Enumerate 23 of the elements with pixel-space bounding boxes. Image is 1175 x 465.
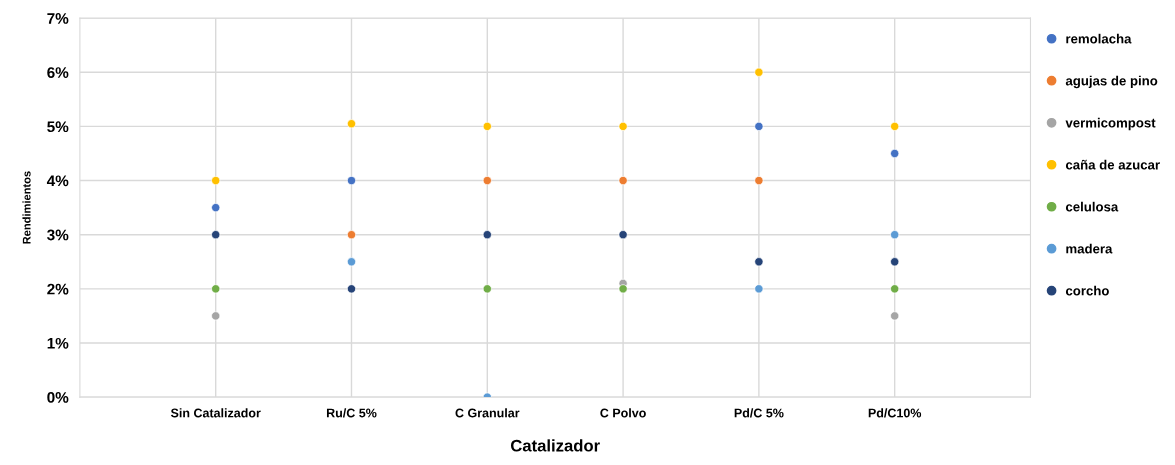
y-tick-label: 3% xyxy=(47,229,69,241)
y-tick-label: 4% xyxy=(46,175,69,187)
y-tick-label: 1% xyxy=(47,337,69,349)
x-tick-label: Pd/C 5% xyxy=(734,408,784,418)
legend-label: vermicompost xyxy=(1065,117,1156,131)
x-tick-label: Ru/C 5% xyxy=(326,408,377,418)
legend-label: madera xyxy=(1066,243,1113,254)
x-tick-label: Sin Catalizador xyxy=(170,408,261,418)
x-tick-label: Pd/C10% xyxy=(868,408,922,418)
legend-label: caña de azucar xyxy=(1065,159,1160,170)
x-tick-label: C Granular xyxy=(455,408,520,418)
x-axis-title: Catalizador xyxy=(510,439,600,452)
y-tick-label: 5% xyxy=(47,121,69,133)
y-tick-label: 7% xyxy=(47,13,69,24)
y-tick-label: 6% xyxy=(47,67,69,78)
y-tick-label: 2% xyxy=(47,283,69,295)
legend-label: celulosa xyxy=(1065,201,1119,212)
legend-label: remolacha xyxy=(1066,33,1132,44)
legend-label: agujas de pino xyxy=(1065,75,1158,89)
y-tick-label: 0% xyxy=(47,391,69,403)
y-axis-title: Rendimientos xyxy=(22,171,31,244)
x-tick-label: C Polvo xyxy=(600,408,646,418)
legend-label: corcho xyxy=(1065,285,1109,296)
